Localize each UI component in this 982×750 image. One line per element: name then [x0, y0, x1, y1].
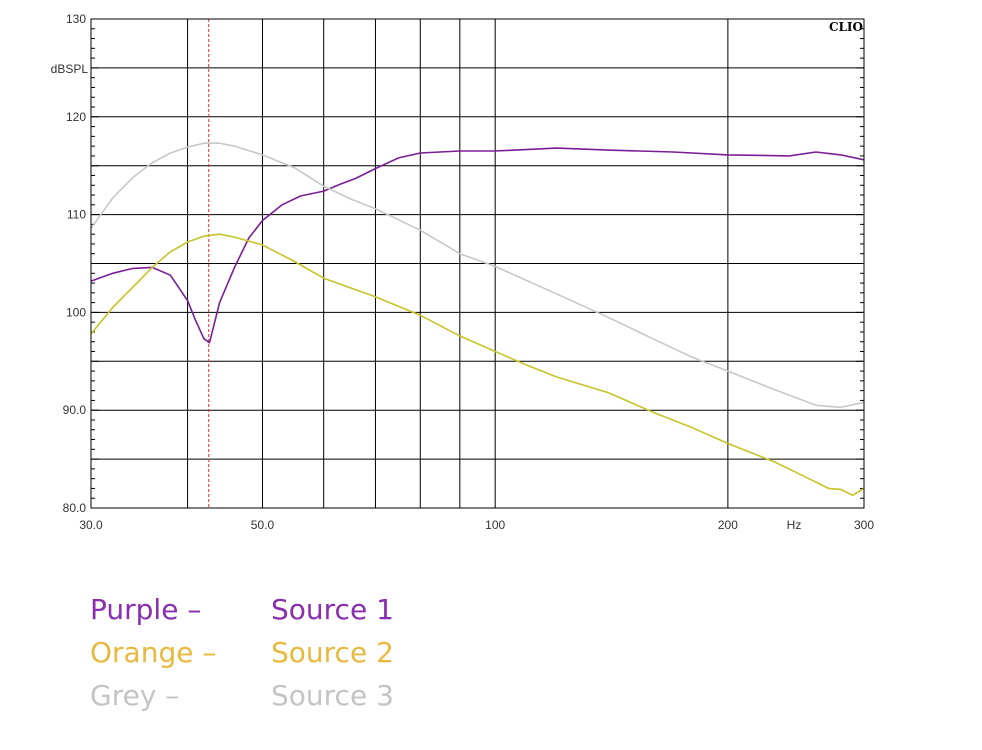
x-tick-label: 200: [718, 518, 738, 532]
legend-source-label: Source 1: [271, 593, 394, 626]
y-tick-label: 80.0: [63, 501, 87, 515]
y-tick-labels: 80.0 90.0 100 110 120 130: [63, 12, 87, 515]
y-axis-label: dBSPL: [51, 62, 89, 76]
y-tick-label: 130: [66, 12, 86, 26]
x-tick-labels: 30.0 50.0 100 200 300: [79, 518, 874, 532]
x-tick-label: 300: [854, 518, 874, 532]
x-axis-label: Hz: [787, 518, 802, 532]
legend-color-label: Grey –: [90, 679, 180, 712]
x-tick-label: 30.0: [79, 518, 103, 532]
y-tick-label: 90.0: [63, 403, 87, 417]
y-tick-label: 100: [66, 305, 86, 319]
legend-color-label: Purple –: [90, 593, 202, 626]
y-tick-label: 110: [67, 208, 86, 222]
plot-border: [90, 18, 865, 509]
legend-color-label: Orange –: [90, 636, 217, 669]
series-line-1: [90, 147, 865, 344]
frequency-response-chart: 80.0 90.0 100 110 120 130 30.0 50.0 100 200 300 d…: [51, 12, 875, 532]
series-line-3: [90, 142, 865, 409]
legend-source-label: Source 2: [271, 636, 394, 669]
legend-source-label: Source 3: [271, 679, 394, 712]
y-tick-label: 120: [66, 110, 86, 124]
series-lines: [90, 142, 865, 497]
minor-ticks: [91, 18, 864, 509]
clio-brand-label: CLIO: [829, 20, 863, 34]
x-tick-label: 100: [485, 518, 505, 532]
series-line-2: [90, 233, 865, 497]
x-tick-label: 50.0: [251, 518, 275, 532]
grid-lines: [91, 19, 864, 508]
